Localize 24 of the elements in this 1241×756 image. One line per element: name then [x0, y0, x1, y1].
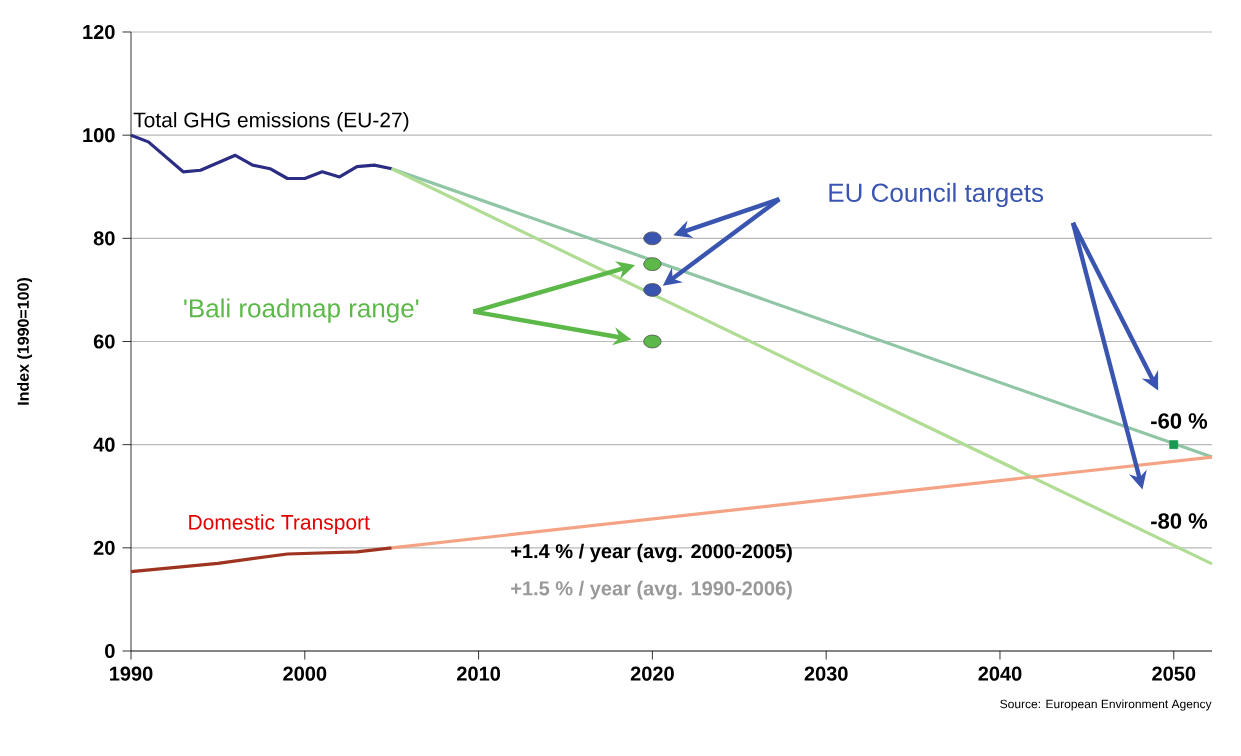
y-tick-label: 100 — [83, 128, 115, 143]
series-label: Domestic Transport — [189, 514, 370, 534]
annotation: -80 % — [1151, 513, 1208, 529]
annotation: -60 % — [1151, 413, 1208, 429]
x-tick-label: 2010 — [457, 666, 501, 681]
x-tick-label: 2000 — [283, 666, 327, 681]
x-tick-label: 2050 — [1152, 666, 1196, 681]
text: EU Council targets — [829, 182, 1044, 208]
y-tick-label: 120 — [83, 24, 115, 40]
y-tick-label: 80 — [93, 231, 115, 246]
x-tick-label: 2040 — [978, 666, 1022, 681]
source-note: Source: European Environment Agency — [1000, 699, 1212, 711]
y-tick-label: 20 — [93, 540, 115, 555]
text: 'Bali roadmap range' — [184, 298, 419, 323]
annotation: +1.4 % / year (avg. 2000-2005) — [511, 543, 792, 563]
series-label: Total GHG emissions (EU-27) — [133, 111, 409, 132]
y-tick-label: 40 — [93, 437, 115, 452]
x-tick-label: 2030 — [804, 666, 848, 681]
y-tick-label: 60 — [93, 334, 115, 349]
y-tick-label: 0 — [105, 643, 115, 659]
x-tick-label: 1990 — [110, 666, 153, 681]
x-tick-label: 2020 — [630, 666, 674, 681]
y-axis-title: Index (1990=100) — [17, 278, 33, 405]
annotation: +1.5 % / year (avg. 1990-2006) — [511, 580, 792, 600]
